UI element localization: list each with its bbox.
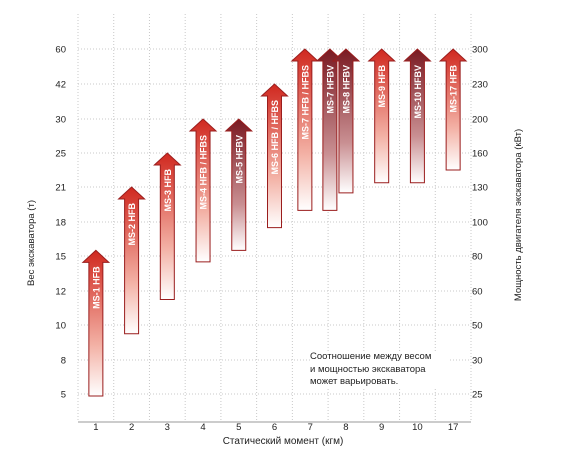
arrow-label: MS-7 HFBV — [325, 65, 335, 114]
arrow-label: MS-5 HFBV — [234, 135, 244, 184]
right-tick-label: 230 — [472, 80, 488, 91]
arrow-mark: MS-6 HFB / HFBS — [260, 83, 289, 229]
x-tick-label: 2 — [129, 422, 134, 433]
arrow-mark: MS-1 HFB — [81, 249, 111, 397]
right-tick-label: 300 — [472, 45, 488, 56]
left-axis-label: Вес экскаватора (т) — [26, 200, 37, 286]
right-tick-label: 60 — [472, 287, 483, 298]
arrow-shape — [367, 48, 396, 184]
x-axis-label: Статический момент (кгм) — [223, 436, 344, 447]
x-tick-label: 5 — [236, 422, 241, 433]
x-tick-label: 4 — [200, 422, 205, 433]
arrow-shape — [290, 48, 320, 211]
left-tick-label: 42 — [55, 80, 66, 91]
arrow-mark: MS-2 HFB — [117, 186, 146, 335]
note-line: может варьировать. — [310, 376, 399, 387]
right-tick-label: 30 — [472, 356, 483, 367]
left-tick-label: 5 — [61, 390, 66, 401]
arrow-shape — [260, 83, 289, 229]
arrow-label: MS-1 HFB — [91, 266, 101, 309]
arrow-mark: MS-3 HFB — [153, 152, 182, 300]
note-line: и мощностью экскаватора — [310, 363, 426, 375]
x-tick-label: 3 — [165, 422, 170, 433]
arrow-shape — [331, 48, 361, 194]
arrow-shape — [81, 249, 111, 397]
x-tick-label: 17 — [448, 422, 459, 433]
arrow-label: MS-9 HFB — [377, 65, 387, 108]
left-tick-label: 12 — [55, 287, 66, 298]
arrow-mark: MS-17 HFB — [438, 48, 468, 171]
right-tick-label: 160 — [472, 149, 488, 160]
x-tick-label: 6 — [272, 422, 277, 433]
left-tick-label: 30 — [55, 115, 66, 126]
arrow-label: MS-7 HFB / HFBS — [300, 65, 310, 140]
note-line: Соотношение между весом — [310, 351, 432, 362]
arrow-shape — [117, 186, 146, 335]
arrow-label: MS-8 HFBV — [341, 65, 351, 114]
arrow-mark: MS-10 HFBV — [403, 48, 432, 184]
arrow-shape — [315, 48, 345, 211]
arrow-mark: MS-7 HFB / HFBS — [290, 48, 320, 211]
right-tick-label: 80 — [472, 252, 483, 263]
arrow-label: MS-3 HFB — [163, 169, 173, 212]
arrow-label: MS-2 HFB — [127, 203, 137, 246]
right-tick-label: 100 — [472, 218, 488, 229]
right-tick-label: 130 — [472, 183, 488, 194]
x-tick-label: 10 — [412, 422, 423, 433]
left-tick-label: 15 — [55, 252, 66, 263]
arrow-shape — [403, 48, 432, 184]
x-tick-label: 7 — [308, 422, 313, 433]
arrow-mark: MS-5 HFBV — [224, 118, 254, 251]
arrow-shape — [153, 152, 182, 300]
arrow-mark: MS-8 HFBV — [331, 48, 361, 194]
right-tick-label: 200 — [472, 115, 488, 126]
arrow-label: MS-10 HFBV — [413, 65, 423, 119]
right-axis-label: Мощность двигателя экскаватора (кВт) — [513, 129, 524, 301]
left-tick-label: 8 — [61, 356, 66, 367]
arrow-mark: MS-4 HFB / HFBS — [188, 118, 218, 263]
arrow-mark: MS-7 HFBV — [315, 48, 345, 211]
arrow-shape — [224, 118, 254, 251]
right-tick-label: 50 — [472, 321, 483, 332]
left-tick-label: 18 — [55, 218, 66, 229]
x-tick-label: 1 — [93, 422, 98, 433]
arrow-series: MS-1 HFB MS-2 HFB MS-3 HFB MS-4 HFB / HFBS M… — [81, 48, 468, 397]
left-tick-label: 60 — [55, 45, 66, 56]
left-tick-label: 21 — [55, 183, 66, 194]
x-tick-label: 8 — [343, 422, 348, 433]
arrow-label: MS-17 HFB — [449, 65, 459, 113]
x-tick-label: 9 — [379, 422, 384, 433]
axis-ticks: 6042302521181512108530023020016013010080… — [55, 45, 487, 434]
arrow-shape — [188, 118, 218, 263]
arrow-mark: MS-9 HFB — [367, 48, 396, 184]
right-tick-label: 25 — [472, 390, 483, 401]
left-tick-label: 10 — [55, 321, 66, 332]
arrow-label: MS-4 HFB / HFBS — [199, 135, 209, 210]
arrow-shape — [438, 48, 468, 171]
chart-note: Соотношение между весом и мощностью экск… — [310, 351, 450, 389]
left-tick-label: 25 — [55, 149, 66, 160]
arrow-label: MS-6 HFB / HFBS — [270, 100, 280, 175]
